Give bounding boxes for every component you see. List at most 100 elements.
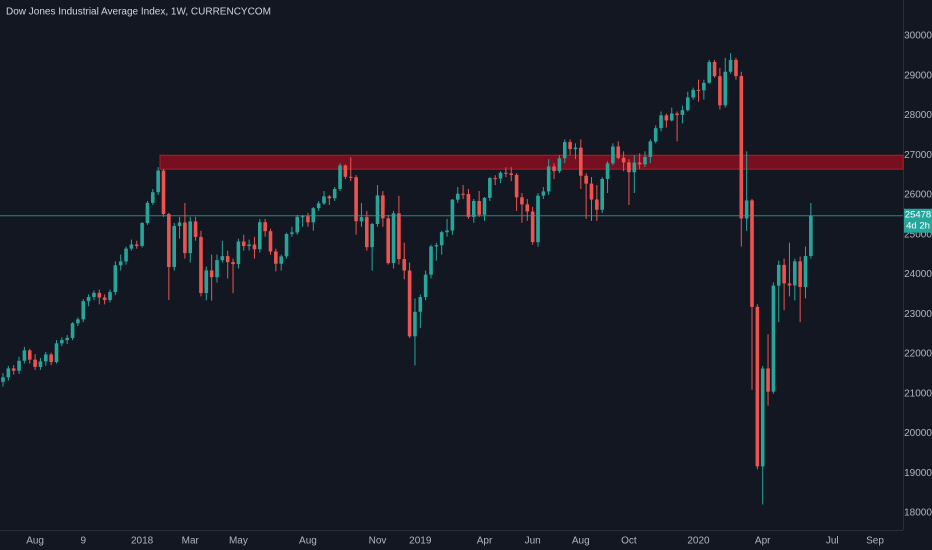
candle-body — [311, 208, 316, 223]
candle-body — [423, 274, 428, 298]
candle-body — [718, 76, 722, 106]
candle-body — [118, 261, 123, 266]
candle-body — [124, 248, 128, 262]
candle-body — [750, 200, 754, 307]
candle-body — [600, 178, 604, 210]
candle-body — [669, 113, 674, 121]
candle-body — [172, 226, 176, 267]
candle-body — [247, 244, 251, 247]
candle-body — [140, 223, 144, 246]
y-tick-label: 22000 — [904, 349, 932, 360]
y-tick-label: 26000 — [904, 190, 932, 201]
chart-title: Dow Jones Industrial Average Index, 1W, … — [6, 7, 271, 18]
y-tick-label: 24000 — [904, 269, 932, 280]
candle-body — [450, 199, 455, 231]
x-tick-label: Aug — [299, 536, 317, 547]
candle-body — [209, 270, 214, 278]
candle-body — [809, 215, 813, 257]
candle-body — [70, 323, 75, 338]
candle-body — [557, 158, 562, 172]
candle-body — [391, 213, 396, 264]
candle-body — [327, 196, 332, 199]
candle-body — [236, 241, 241, 265]
x-tick-label: Apr — [755, 536, 771, 547]
x-tick-label: Apr — [477, 536, 493, 547]
candle-body — [664, 115, 669, 121]
candle-body — [787, 283, 792, 286]
candle-body — [680, 110, 685, 115]
y-tick-label: 21000 — [904, 388, 932, 399]
candle-body — [370, 224, 374, 248]
candle-body — [530, 211, 535, 243]
candle-body — [204, 270, 209, 294]
y-tick-label: 20000 — [904, 428, 932, 439]
candle-body — [621, 157, 626, 163]
candle-body — [33, 359, 37, 367]
candle-body — [536, 195, 540, 243]
y-tick-label: 19000 — [904, 468, 932, 479]
candle-body — [322, 196, 326, 204]
candle-body — [290, 232, 294, 234]
candle-body — [274, 251, 278, 264]
candle-body — [595, 199, 599, 210]
candle-body — [156, 170, 160, 193]
candle-body — [712, 61, 717, 77]
candle-body — [472, 201, 476, 217]
candle-body — [744, 200, 749, 219]
candle-body — [81, 301, 86, 320]
last-price-label: 25478 — [905, 209, 931, 220]
candle-body — [643, 156, 647, 165]
x-tick-label: 2020 — [687, 536, 710, 547]
candle-body — [167, 214, 171, 267]
candle-body — [520, 197, 524, 205]
candle-body — [434, 245, 439, 247]
candle-body — [723, 71, 728, 106]
x-tick-label: Sep — [866, 536, 884, 547]
candle-body — [183, 222, 187, 254]
y-tick-label: 28000 — [904, 110, 932, 121]
candle-body — [268, 231, 273, 252]
candle-body — [782, 264, 786, 284]
candle-body — [707, 61, 711, 83]
candle-body — [108, 292, 112, 301]
candle-body — [632, 162, 637, 173]
candle-body — [263, 222, 267, 232]
candle-body — [573, 147, 578, 150]
candle-body — [728, 59, 733, 72]
candle-body — [793, 261, 797, 286]
candle-body — [771, 285, 776, 392]
candle-body — [798, 261, 802, 288]
candle-body — [86, 296, 91, 302]
candle-body — [11, 368, 16, 371]
candle-body — [258, 222, 262, 250]
candle-body — [755, 306, 760, 467]
candle-body — [161, 170, 166, 215]
x-tick-label: 9 — [80, 536, 86, 547]
candle-body — [418, 297, 423, 312]
candle-body — [739, 76, 744, 219]
candle-body — [65, 337, 69, 341]
candle-body — [648, 141, 653, 157]
candle-body — [579, 147, 583, 176]
candle-body — [188, 221, 193, 254]
candle-body — [504, 172, 508, 174]
candle-body — [54, 343, 59, 363]
candle-body — [445, 230, 449, 233]
candle-body — [439, 232, 444, 246]
candle-body — [766, 368, 770, 392]
candle-body — [38, 361, 43, 367]
candle-body — [97, 292, 102, 298]
candle-body — [231, 262, 235, 265]
x-tick-label: Aug — [26, 536, 44, 547]
candle-body — [482, 197, 487, 215]
candle-body — [44, 354, 48, 362]
candle-body — [562, 142, 567, 159]
candle-body — [145, 202, 150, 224]
candle-body — [498, 172, 503, 179]
candle-body — [637, 162, 642, 165]
candle-body — [359, 217, 364, 222]
candle-body — [386, 218, 390, 264]
candle-body — [525, 204, 530, 212]
x-tick-label: 2018 — [131, 536, 154, 547]
x-tick-label: Aug — [572, 536, 590, 547]
